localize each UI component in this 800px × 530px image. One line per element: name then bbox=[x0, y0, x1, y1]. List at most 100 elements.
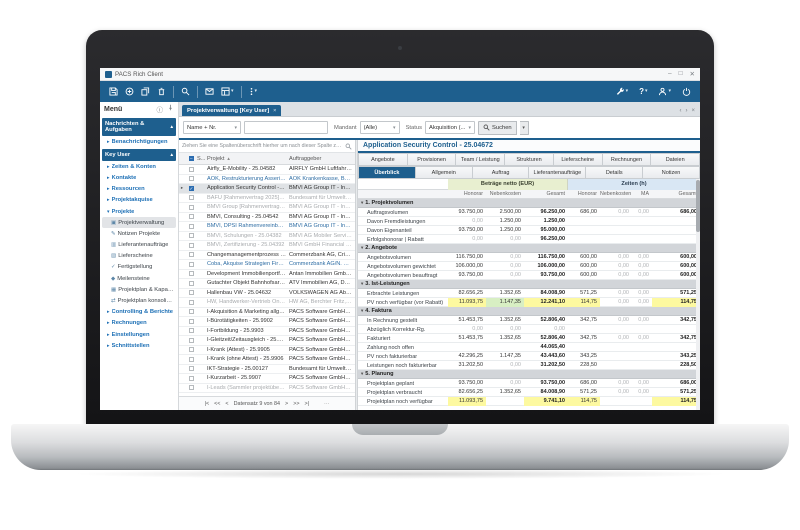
pager-prev-button[interactable]: < bbox=[225, 400, 229, 407]
table-row[interactable]: Abzüglich Korrektur-Rg. 0,00 0,00 0,00 bbox=[358, 325, 700, 334]
table-row[interactable]: HW, Handwerker-Vertrieb Onlineplattform … bbox=[179, 298, 355, 308]
sidebar-item-zeiten-konten[interactable]: ▸ Zeiten & Konten bbox=[102, 161, 176, 172]
table-row[interactable]: BAFU [Rahmenvertrag 2025] - 25.00147Bund… bbox=[179, 194, 355, 203]
table-row[interactable]: Airfly_E-Mobility - 25.04582 AIRFLY GmbH … bbox=[179, 165, 355, 175]
column-nebenkosten-1[interactable]: Nebenkosten bbox=[489, 191, 521, 197]
mail-button[interactable] bbox=[202, 85, 217, 98]
sidebar-item-einstellungen[interactable]: ▸ Einstellungen bbox=[102, 329, 176, 340]
table-row[interactable]: Projektplan noch verfügbar 11.093,75 9.741… bbox=[358, 397, 700, 406]
sidebar-item-benachrichtigungen[interactable]: ▸ Benachrichtigungen bbox=[102, 136, 176, 147]
row-checkbox[interactable] bbox=[188, 252, 194, 258]
table-row[interactable]: BMVI, Zertifizierung - 25.04392 BMVI GmbH… bbox=[179, 241, 355, 251]
table-row[interactable]: Gutachter Objekt Bahnhofsarkaden Götting… bbox=[179, 279, 355, 289]
magnifier-icon[interactable] bbox=[345, 143, 352, 150]
tab-scroll-right-icon[interactable]: › bbox=[685, 108, 688, 114]
pager-more-button[interactable]: ··· bbox=[324, 400, 330, 407]
sidebar-item-rechnungen[interactable]: ▸ Rechnungen bbox=[102, 318, 176, 329]
select-all-checkbox[interactable] bbox=[188, 156, 194, 162]
detail-tab-dateien[interactable]: Dateien bbox=[651, 153, 700, 166]
table-row[interactable]: I-Krank (Attest) - 25.9905 PACS Software … bbox=[179, 346, 355, 355]
sidebar-item-kontakte[interactable]: ▸ Kontakte bbox=[102, 172, 176, 183]
pager-first-button[interactable]: |< bbox=[204, 400, 210, 407]
detail-tab-strukturen[interactable]: Strukturen bbox=[505, 153, 554, 166]
row-checkbox[interactable] bbox=[188, 195, 194, 201]
column-auftraggeber[interactable]: Auftraggeber bbox=[289, 155, 322, 162]
column-ma-5[interactable]: MA bbox=[641, 191, 649, 197]
delete-button[interactable] bbox=[154, 85, 169, 98]
row-checkbox[interactable] bbox=[188, 280, 194, 286]
save-button[interactable] bbox=[106, 85, 121, 98]
section-header-2-angebote[interactable]: ▾ 2. Angebote bbox=[358, 244, 700, 253]
sidebar-item-fertigstellung[interactable]: ✓ Fertigstellung bbox=[102, 262, 176, 273]
copy-button[interactable] bbox=[138, 85, 153, 98]
table-row[interactable]: Projektplan geplant 93.750,00 0,00 93.750,0… bbox=[358, 379, 700, 388]
row-checkbox[interactable] bbox=[188, 233, 194, 239]
table-row[interactable]: BMVI, Consulting - 25.04542 BMVI AG Group… bbox=[179, 213, 355, 222]
sidebar-item-projektplan-kapazitäten[interactable]: ▦Projektplan & Kapazitäten bbox=[102, 284, 176, 295]
sidebar-item-lieferscheine[interactable]: ▧ Lieferscheine bbox=[102, 251, 176, 262]
table-row[interactable]: BMVI, DPSI Rahmenvereinbarung 24/7 - 25.… bbox=[179, 222, 355, 232]
row-checkbox[interactable] bbox=[188, 214, 194, 220]
table-row[interactable]: Erfolgshonorar | Rabatt 0,00 0,00 96.250,00 bbox=[358, 235, 700, 244]
detail-tab-details[interactable]: Details bbox=[586, 166, 644, 179]
table-row[interactable]: Changemanagementprozess - 25.04682Commer… bbox=[179, 251, 355, 260]
table-row[interactable]: I-Krank (ohne Attest) - 25.9906 PACS Soft… bbox=[179, 355, 355, 365]
table-row[interactable]: I-Akquisition & Marketing allgemein - 25… bbox=[179, 308, 355, 317]
sidebar-item-notizen-projekte[interactable]: ✎ Notizen Projekte bbox=[102, 228, 176, 239]
sidebar-item-schnittstellen[interactable]: ▸ Schnittstellen bbox=[102, 340, 176, 351]
row-checkbox[interactable] bbox=[188, 185, 194, 192]
table-row[interactable]: AOK, Restrukturierung Asseris - Akqu.-24… bbox=[179, 175, 355, 184]
row-checkbox[interactable] bbox=[188, 176, 194, 182]
user-button[interactable]: ▾ bbox=[655, 85, 674, 98]
mandant-select[interactable]: (Alle) ▾ bbox=[359, 121, 400, 134]
table-row[interactable]: Development Immobilienportfolio (Postgre… bbox=[179, 270, 355, 279]
sidebar-item-projektplan-konsolidieren[interactable]: ⇄Projektplan konsolidieren bbox=[102, 295, 176, 306]
table-row[interactable]: Erbrachte Leistungen 82.656,25 1.352,65 84.… bbox=[358, 289, 700, 298]
table-row[interactable]: BMVI Group [Rahmenvertrag] - 24.04352BMV… bbox=[179, 203, 355, 213]
table-row[interactable]: Hallenbau VW - 25.04632 VOLKSWAGEN AG Abt… bbox=[179, 289, 355, 298]
column-gesamt-2[interactable]: Gesamt bbox=[546, 191, 565, 197]
sidebar-item-lieferantenaufträge[interactable]: ▥ Lieferantenaufträge bbox=[102, 240, 176, 251]
sidebar-item-ressourcen[interactable]: ▸ Ressourcen bbox=[102, 184, 176, 195]
scrollbar-thumb[interactable] bbox=[696, 180, 700, 232]
table-row[interactable]: IKT-Strategie - 25.00127 Bundesamt für Um… bbox=[179, 365, 355, 374]
pager-last-button[interactable]: >| bbox=[304, 400, 310, 407]
table-row[interactable]: I-Bürotätigkeiten - 25.9902 PACS Software… bbox=[179, 317, 355, 327]
table-row[interactable]: Coba, Akquise Strategien Firmenkunden - … bbox=[179, 260, 355, 270]
row-checkbox[interactable] bbox=[188, 328, 194, 334]
menu-section-nachrichten-aufgaben[interactable]: Nachrichten & Aufgaben ▴ bbox=[102, 118, 176, 136]
close-button[interactable]: ✕ bbox=[689, 71, 695, 78]
table-row[interactable]: Projektplan verbraucht 82.656,25 1.352,65 8… bbox=[358, 388, 700, 397]
table-row[interactable]: Angebotsvolumen gewichtet 106.000,00 0,00 1… bbox=[358, 262, 700, 271]
info-icon[interactable]: ⓘ bbox=[156, 107, 164, 114]
row-checkbox[interactable] bbox=[188, 385, 194, 391]
table-row[interactable]: Angebotsvolumen beauftragt 93.750,00 0,00 9… bbox=[358, 271, 700, 280]
column-gesamt-6[interactable]: Gesamt bbox=[678, 191, 697, 197]
detail-tab-notizen[interactable]: Notizen bbox=[643, 166, 700, 179]
table-row[interactable]: Fakturiert 51.453,75 1.352,65 52.806,40 342,… bbox=[358, 334, 700, 343]
sidebar-item-meilensteine[interactable]: ◆ Meilensteine bbox=[102, 273, 176, 284]
sidebar-item-projektverwaltung[interactable]: ▣ Projektverwaltung bbox=[102, 217, 176, 229]
sidebar-item-controlling-berichte[interactable]: ▸ Controlling & Berichte bbox=[102, 307, 176, 318]
row-checkbox[interactable] bbox=[188, 309, 194, 315]
sidebar-item-projekte[interactable]: ▾ Projekte bbox=[102, 206, 176, 217]
detail-tab-angebote[interactable]: Angebote bbox=[358, 153, 408, 166]
section-header-4-faktura[interactable]: ▾ 4. Faktura bbox=[358, 307, 700, 316]
tools-button[interactable]: ▾ bbox=[613, 85, 632, 98]
row-checkbox[interactable] bbox=[188, 299, 194, 305]
search-input[interactable] bbox=[244, 121, 328, 134]
column-status[interactable]: S... bbox=[197, 155, 206, 162]
row-checkbox[interactable] bbox=[188, 204, 194, 210]
detail-tab-provisionen[interactable]: Provisionen bbox=[407, 153, 457, 166]
column-honorar-3[interactable]: Honorar bbox=[577, 191, 597, 197]
pager-fast-next-button[interactable]: >> bbox=[293, 400, 300, 407]
detail-tab-auftrag[interactable]: Auftrag bbox=[472, 166, 530, 179]
maximize-button[interactable]: □ bbox=[678, 70, 683, 77]
sidebar-item-projektakquise[interactable]: ▸ Projektakquise bbox=[102, 195, 176, 206]
add-button[interactable] bbox=[122, 85, 137, 98]
search-button[interactable] bbox=[178, 85, 193, 98]
vertical-scrollbar[interactable] bbox=[696, 179, 700, 410]
row-checkbox[interactable] bbox=[188, 242, 194, 248]
detail-tab-lieferantenaufträge[interactable]: Lieferantenaufträge bbox=[529, 166, 587, 179]
power-button[interactable] bbox=[679, 85, 694, 98]
